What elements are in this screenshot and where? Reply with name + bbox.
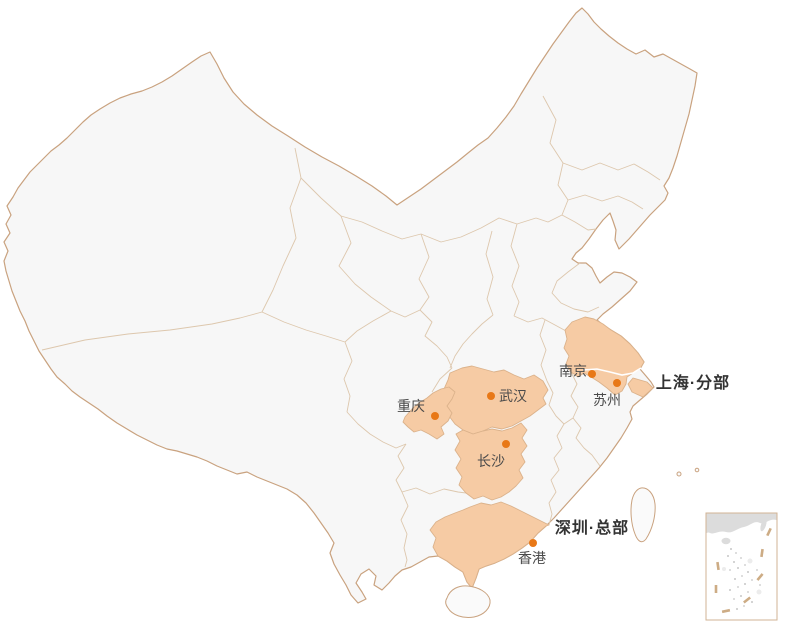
office-label: 上海·分部	[655, 375, 731, 392]
inset-nine-dash-line	[714, 527, 772, 614]
city-dot[interactable]	[431, 412, 439, 420]
city-label: 重庆	[397, 398, 425, 414]
hainan-island	[445, 585, 491, 618]
province-shanghai	[627, 377, 654, 398]
inset-hainan	[721, 537, 731, 545]
city-label: 香港	[518, 550, 546, 566]
islet	[676, 471, 682, 477]
city-label: 南京	[559, 363, 587, 379]
inset-island-dots	[727, 548, 761, 610]
province-guangdong	[429, 501, 550, 589]
city-label: 长沙	[477, 453, 505, 469]
inset-mainland	[706, 513, 777, 534]
islet	[694, 467, 700, 473]
inset-taiwan	[760, 518, 767, 532]
office-label: 深圳·总部	[554, 520, 630, 537]
city-dot[interactable]	[588, 370, 596, 378]
province-chongqing	[402, 386, 456, 440]
inset-faint-reefs	[722, 558, 762, 595]
city-dot[interactable]	[613, 379, 621, 387]
city-dot[interactable]	[502, 440, 510, 448]
province-borders	[41, 95, 661, 568]
city-dot[interactable]	[529, 539, 537, 547]
taiwan-island	[630, 487, 656, 543]
south-china-sea-inset	[705, 512, 778, 621]
islands	[445, 467, 700, 618]
china-outline	[3, 7, 698, 604]
province-jiangsu	[563, 316, 645, 396]
city-label: 武汉	[499, 388, 527, 404]
city-dot[interactable]	[487, 392, 495, 400]
city-label: 苏州	[593, 392, 621, 408]
yangtze-river	[582, 367, 642, 376]
